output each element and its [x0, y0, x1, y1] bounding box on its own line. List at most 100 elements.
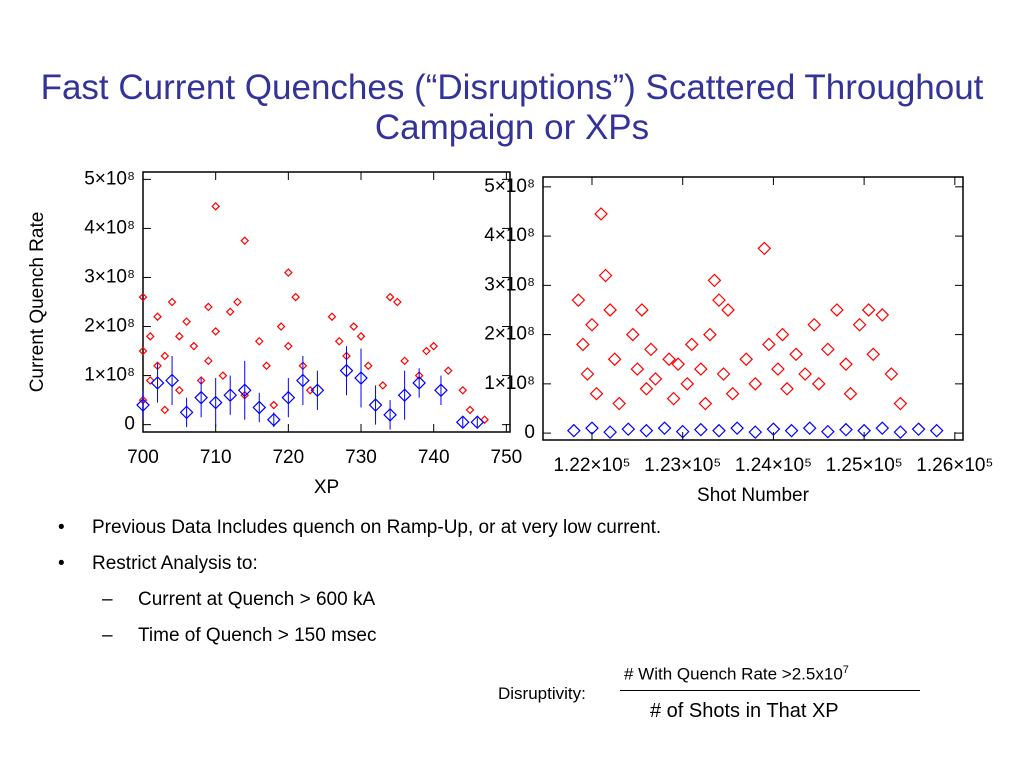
- point: [385, 292, 395, 302]
- point: [839, 357, 853, 372]
- point: [884, 367, 899, 381]
- y-tick-label: 0: [524, 422, 535, 443]
- point: [721, 303, 735, 317]
- point: [167, 297, 177, 307]
- plot-frame: [542, 176, 964, 441]
- point: [820, 424, 835, 439]
- point: [327, 312, 337, 322]
- point: [666, 391, 681, 406]
- point: [339, 363, 354, 378]
- y-tick-label: 3×10⁸: [84, 266, 135, 287]
- point: [594, 207, 608, 221]
- point: [784, 423, 799, 438]
- point: [693, 422, 708, 437]
- point: [136, 398, 150, 412]
- point: [211, 201, 221, 211]
- point: [811, 377, 826, 391]
- point: [174, 331, 184, 341]
- point: [434, 383, 448, 398]
- point: [875, 308, 890, 322]
- point: [771, 362, 785, 376]
- slide-title: Fast Current Quenches (“Disruptions”) Sc…: [40, 68, 984, 147]
- point: [291, 292, 300, 302]
- formula-label: Disruptivity:: [498, 684, 586, 703]
- point: [861, 303, 876, 317]
- x-tick-label: 720: [272, 447, 304, 468]
- formula-numerator: # With Quench Rate >2.5x107: [624, 664, 849, 685]
- point: [748, 425, 763, 439]
- y-tick-label: 3×10⁸: [484, 274, 535, 295]
- point: [145, 331, 155, 341]
- point: [639, 423, 654, 438]
- point: [182, 317, 191, 326]
- point: [153, 312, 162, 322]
- formula-denominator: # of Shots in That XP: [650, 700, 839, 722]
- point: [480, 415, 489, 425]
- point: [400, 356, 409, 366]
- point: [189, 341, 199, 351]
- charts: 0 1×10⁸ 2×10⁸ 3×10⁸ 4×10⁸ 5×10⁸ 700 710 720 730 74…: [27, 168, 993, 506]
- point: [455, 415, 470, 430]
- point: [739, 352, 754, 367]
- point: [748, 377, 763, 391]
- point: [397, 388, 412, 403]
- point: [393, 297, 402, 307]
- x-tick-label: 1.24×10⁵: [735, 455, 812, 476]
- point: [211, 327, 221, 336]
- point: [266, 412, 281, 427]
- point: [598, 268, 613, 283]
- point: [165, 373, 179, 388]
- point: [571, 293, 586, 307]
- x-tick-label: 1.23×10⁵: [644, 455, 721, 476]
- point: [254, 336, 264, 346]
- point: [698, 396, 713, 411]
- point: [218, 371, 228, 380]
- point: [671, 357, 686, 372]
- point: [703, 327, 717, 342]
- point: [780, 381, 794, 396]
- point: [225, 307, 235, 317]
- point: [363, 361, 373, 371]
- point: [465, 405, 475, 415]
- point: [223, 388, 238, 403]
- point: [160, 351, 170, 361]
- point: [378, 381, 388, 390]
- point: [684, 337, 699, 352]
- x-tick-label: 710: [200, 447, 232, 468]
- y-tick-label: 5×10⁸: [484, 176, 535, 197]
- point: [852, 317, 867, 332]
- fraction-bar: [620, 690, 920, 691]
- point: [422, 346, 431, 356]
- point: [585, 317, 599, 332]
- point: [356, 331, 366, 341]
- point: [150, 376, 165, 390]
- point: [789, 347, 803, 362]
- point: [630, 362, 645, 376]
- point: [893, 425, 908, 439]
- point: [145, 376, 155, 385]
- point: [675, 424, 690, 439]
- point: [657, 421, 672, 436]
- point: [354, 371, 368, 385]
- point: [775, 327, 790, 342]
- point: [712, 293, 726, 307]
- point: [607, 352, 622, 367]
- point: [194, 390, 208, 405]
- point: [296, 373, 310, 388]
- point: [305, 385, 315, 395]
- point: [283, 268, 293, 277]
- point: [820, 342, 835, 357]
- point: [580, 367, 595, 381]
- point: [807, 317, 822, 332]
- point: [893, 396, 908, 411]
- point: [160, 405, 170, 415]
- point: [429, 341, 439, 351]
- point: [174, 385, 184, 395]
- point: [576, 337, 590, 352]
- bullet: Restrict Analysis to:: [58, 546, 661, 582]
- point: [603, 303, 617, 317]
- y-tick-label: 2×10⁸: [84, 316, 135, 337]
- point: [585, 421, 599, 436]
- point: [349, 322, 359, 331]
- point: [857, 423, 871, 438]
